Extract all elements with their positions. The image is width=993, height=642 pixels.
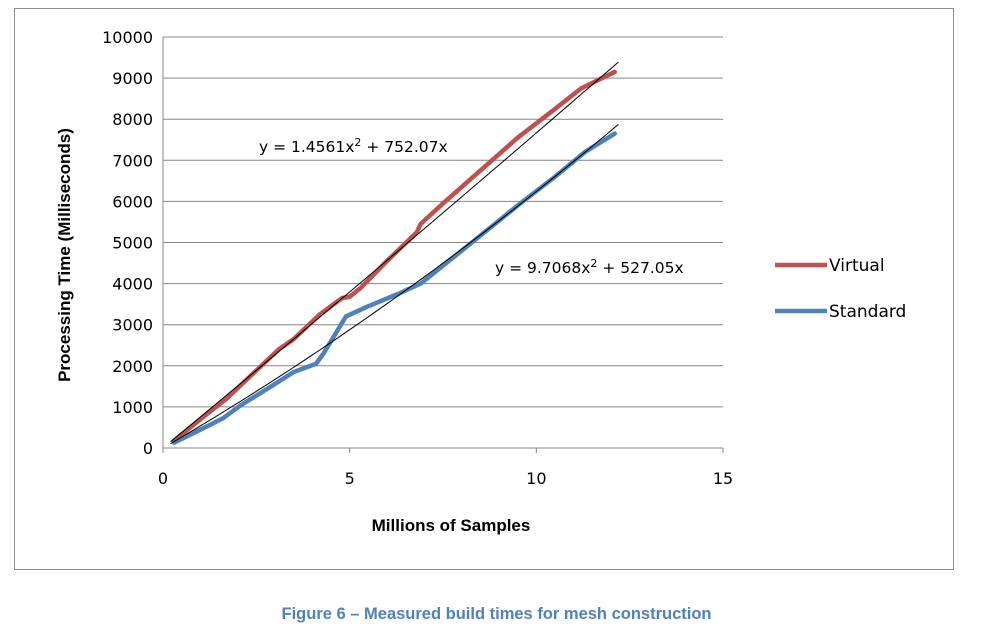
trendline-standard: [170, 123, 619, 445]
x-tick-label-15: 15: [713, 469, 733, 488]
trendline-equation-standard: y = 9.7068x2 + 527.05x: [495, 257, 684, 277]
y-tick-label-8000: 8000: [112, 110, 153, 129]
legend-label-standard: Standard: [829, 302, 906, 322]
x-tick-label-10: 10: [526, 469, 546, 488]
x-tick-labels: 0 5 10 15: [158, 469, 733, 488]
y-tick-label-2000: 2000: [112, 357, 153, 376]
figure-caption: Figure 6 – Measured build times for mesh…: [281, 605, 712, 623]
series-lines: [171, 69, 617, 445]
y-tick-label-9000: 9000: [112, 69, 153, 88]
trendline-virtual: [170, 61, 619, 443]
x-tick-marks: [162, 448, 724, 453]
trendlines: [170, 61, 619, 445]
y-axis-title: Processing Time (Milliseconds): [55, 128, 74, 382]
x-axis-title: Millions of Samples: [372, 516, 531, 535]
y-tick-label-7000: 7000: [112, 151, 153, 170]
x-tick-label-0: 0: [158, 469, 168, 488]
y-tick-label-0: 0: [143, 439, 153, 458]
series-line-virtual: [171, 69, 617, 443]
y-tick-label-3000: 3000: [112, 316, 153, 335]
y-tick-label-6000: 6000: [112, 192, 153, 211]
legend: Virtual Standard: [775, 256, 906, 322]
y-tick-label-4000: 4000: [112, 275, 153, 294]
chart-svg: 0100020003000400050006000700080009000100…: [55, 28, 906, 535]
x-tick-label-5: 5: [345, 469, 355, 488]
trendline-equation-virtual: y = 1.4561x2 + 752.07x: [259, 136, 448, 156]
legend-label-virtual: Virtual: [829, 256, 885, 276]
y-tick-label-10000: 10000: [102, 28, 153, 47]
y-tick-label-1000: 1000: [112, 398, 153, 417]
chart-area: 0 1000 2000 3000 4000 5000 6000 7000 8000 9000 100…: [14, 8, 954, 570]
gridlines: [163, 36, 723, 408]
y-tick-labels: 0 1000 2000 3000 4000 5000 6000 7000 8000 9000 100…: [102, 28, 153, 458]
y-tick-label-5000: 5000: [112, 234, 153, 253]
series-line-standard: [171, 131, 617, 445]
